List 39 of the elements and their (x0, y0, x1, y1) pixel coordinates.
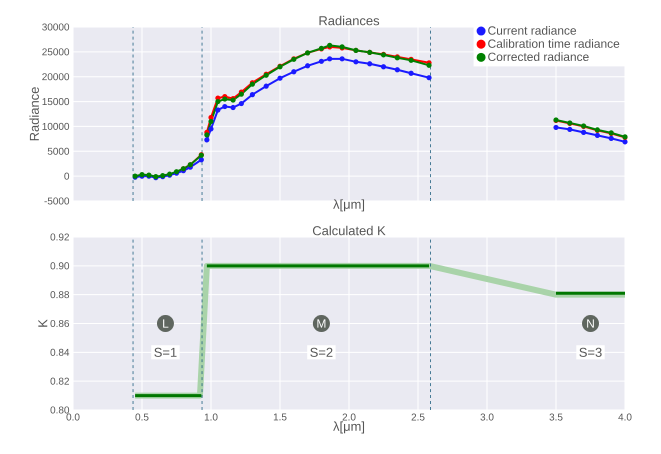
y-tick-label: 0.86 (50, 320, 70, 328)
x-tick-label: 2.5 (412, 414, 425, 421)
y-tick-label: 10000 (42, 122, 70, 130)
x-tick-label: 0.0 (66, 414, 80, 421)
chart-title: Radiances (319, 16, 380, 26)
y-tick-label: 0.84 (50, 348, 70, 356)
x-axis-title: λ[μm] (333, 199, 364, 212)
legend-label: Corrected radiance (488, 52, 589, 62)
y-tick-label: 30000 (42, 23, 70, 31)
x-tick-label: 1.5 (274, 414, 287, 420)
x-tick-label: 3.5 (549, 414, 563, 421)
y-tick-label: 20000 (42, 73, 70, 80)
y-tick-label: 0.82 (50, 378, 69, 385)
annotation: M (317, 319, 326, 328)
annotation: S=1 (154, 348, 177, 357)
y-tick-label: 0.92 (50, 233, 69, 241)
y-tick-label: 15000 (42, 98, 70, 106)
annotation: S=3 (579, 348, 602, 357)
y-axis-title: Radiance (29, 87, 39, 140)
annotation: L (163, 319, 168, 328)
x-tick-label: 1.0 (204, 414, 218, 421)
y-axis-title: K (38, 319, 48, 327)
y-tick-label: 0 (64, 172, 70, 180)
legend-label: Calibration time radiance (488, 39, 620, 48)
y-tick-label: 0.90 (50, 262, 70, 270)
x-axis-title: λ[μm] (333, 421, 364, 434)
y-tick-label: -5000 (44, 197, 70, 205)
chart-title: Calculated K (312, 226, 386, 236)
y-tick-label: 0.80 (50, 406, 70, 414)
x-tick-label: 2.0 (342, 414, 356, 421)
y-tick-label: 25000 (42, 48, 70, 56)
legend-label: Current radiance (488, 26, 576, 35)
x-tick-label: 0.5 (135, 414, 149, 421)
y-tick-label: 5000 (48, 148, 70, 155)
annotation: S=2 (310, 348, 332, 357)
y-tick-label: 0.88 (50, 291, 70, 298)
x-tick-label: 4.0 (618, 414, 632, 421)
annotation: N (587, 319, 594, 328)
x-tick-label: 3.0 (480, 414, 494, 421)
